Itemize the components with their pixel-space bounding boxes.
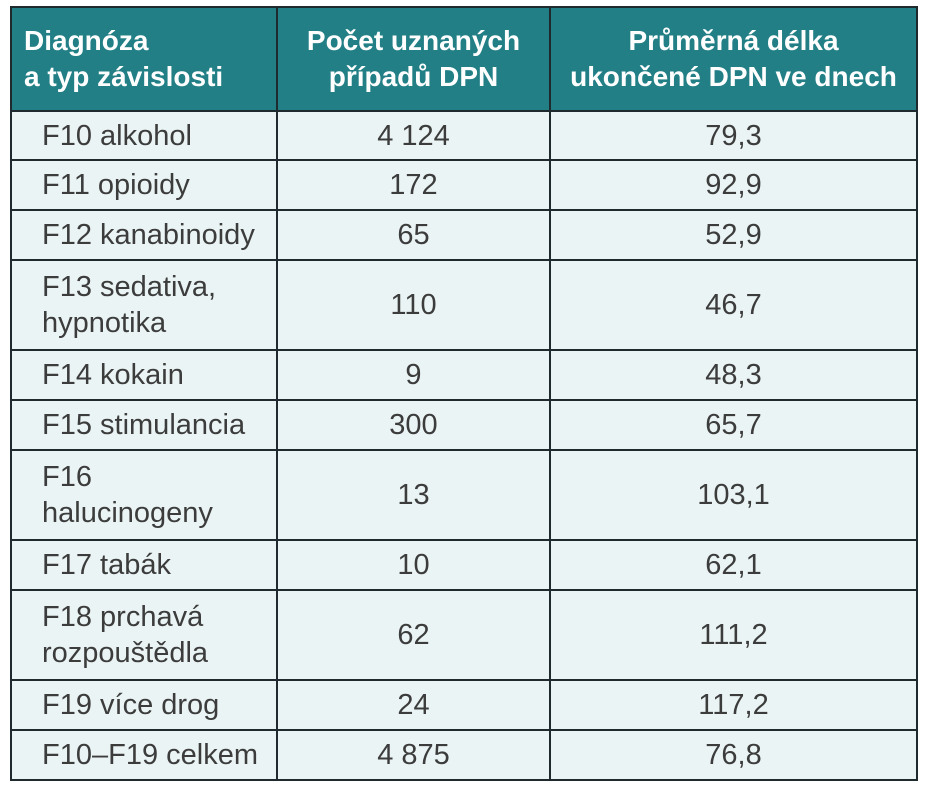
cell-avg-length: 117,2 — [549, 679, 918, 731]
table-row: F18 prchavá rozpouštědla 62 111,2 — [10, 589, 918, 681]
cell-diagnosis: F16 halucinogeny — [10, 449, 278, 541]
cell-cases: 65 — [276, 209, 551, 261]
table-row: F11 opioidy 172 92,9 — [10, 159, 918, 211]
cell-avg-length: 111,2 — [549, 589, 918, 681]
cell-avg-length: 52,9 — [549, 209, 918, 261]
cell-cases: 62 — [276, 589, 551, 681]
cell-diagnosis: F18 prchavá rozpouštědla — [10, 589, 278, 681]
cell-diagnosis: F17 tabák — [10, 539, 278, 591]
cell-avg-length: 79,3 — [549, 110, 918, 161]
header-diagnosis-line1: Diagnóza — [24, 25, 149, 56]
cell-avg-length: 48,3 — [549, 349, 918, 401]
header-cases: Počet uznaných případů DPN — [276, 6, 551, 112]
cell-diagnosis: F15 stimulancia — [10, 399, 278, 451]
cell-cases: 300 — [276, 399, 551, 451]
cell-diagnosis: F10–F19 celkem — [10, 729, 278, 781]
cell-cases: 110 — [276, 259, 551, 351]
diagnosis-table: Diagnóza a typ závislosti Počet uznaných… — [10, 6, 918, 781]
cell-cases: 172 — [276, 159, 551, 211]
data-table-container: Diagnóza a typ závislosti Počet uznaných… — [10, 6, 918, 781]
table-row: F16 halucinogeny 13 103,1 — [10, 449, 918, 541]
table-row: F12 kanabinoidy 65 52,9 — [10, 209, 918, 261]
table-row: F15 stimulancia 300 65,7 — [10, 399, 918, 451]
cell-avg-length: 65,7 — [549, 399, 918, 451]
cell-diagnosis: F12 kanabinoidy — [10, 209, 278, 261]
table-row: F13 sedativa, hypnotika 110 46,7 — [10, 259, 918, 351]
header-diagnosis: Diagnóza a typ závislosti — [10, 6, 278, 112]
cell-diagnosis: F14 kokain — [10, 349, 278, 401]
header-row: Diagnóza a typ závislosti Počet uznaných… — [10, 6, 918, 112]
cell-cases: 9 — [276, 349, 551, 401]
table-row: F14 kokain 9 48,3 — [10, 349, 918, 401]
table-row: F19 více drog 24 117,2 — [10, 679, 918, 731]
cell-cases: 4 124 — [276, 110, 551, 161]
cell-avg-length: 76,8 — [549, 729, 918, 781]
cell-avg-length: 46,7 — [549, 259, 918, 351]
cell-diagnosis: F19 více drog — [10, 679, 278, 731]
header-cases-line1: Počet uznaných — [306, 25, 521, 56]
table-row: F10 alkohol 4 124 79,3 — [10, 110, 918, 161]
table-row-total: F10–F19 celkem 4 875 76,8 — [10, 729, 918, 781]
header-avg-length: Průměrná délka ukončené DPN ve dnech — [549, 6, 918, 112]
header-diagnosis-line2: a typ závislosti — [24, 61, 224, 92]
header-avg-line2: ukončené DPN ve dnech — [570, 61, 897, 92]
cell-diagnosis: F13 sedativa, hypnotika — [10, 259, 278, 351]
cell-diagnosis: F11 opioidy — [10, 159, 278, 211]
header-avg-line1: Průměrná délka — [628, 25, 839, 56]
cell-cases: 10 — [276, 539, 551, 591]
cell-diagnosis: F10 alkohol — [10, 110, 278, 161]
cell-avg-length: 103,1 — [549, 449, 918, 541]
cell-cases: 4 875 — [276, 729, 551, 781]
cell-cases: 24 — [276, 679, 551, 731]
cell-cases: 13 — [276, 449, 551, 541]
header-cases-line2: případů DPN — [328, 61, 499, 92]
table-row: F17 tabák 10 62,1 — [10, 539, 918, 591]
cell-avg-length: 62,1 — [549, 539, 918, 591]
cell-avg-length: 92,9 — [549, 159, 918, 211]
